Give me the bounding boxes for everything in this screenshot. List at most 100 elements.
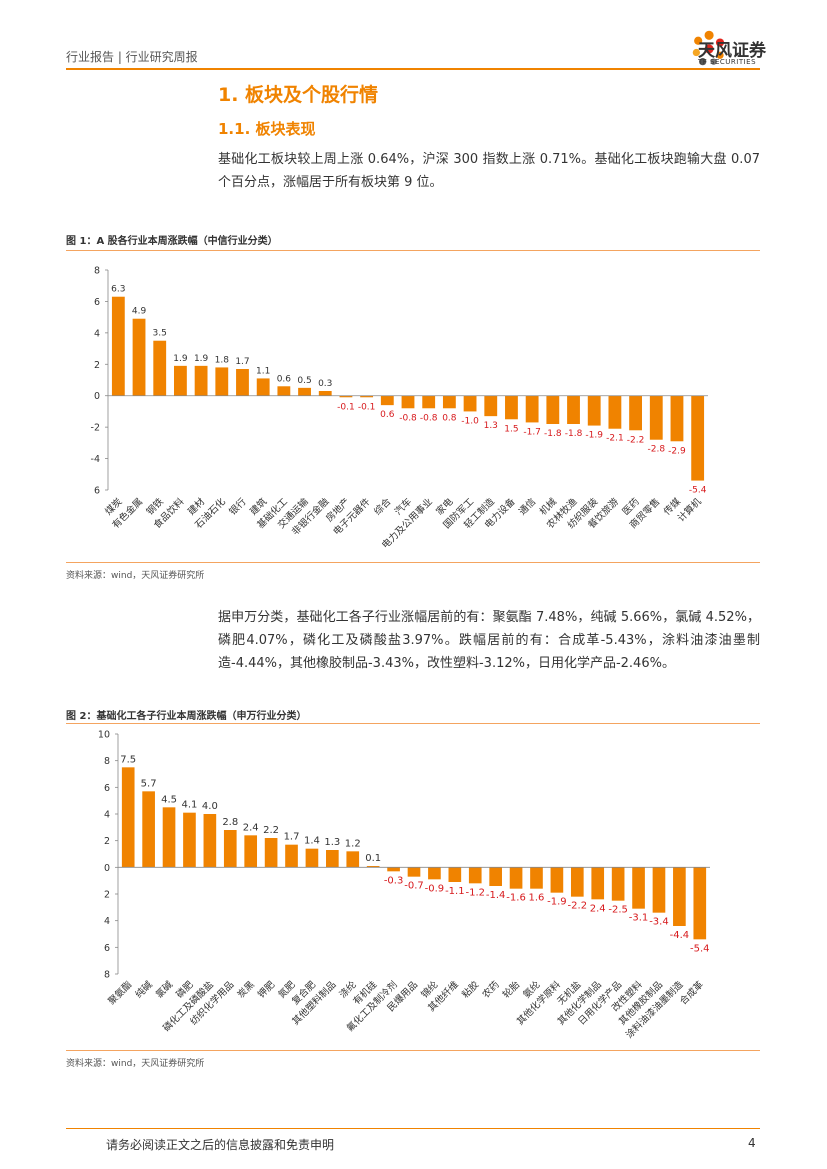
bar (142, 791, 155, 868)
bar (652, 867, 666, 913)
bar (546, 395, 560, 424)
data-label: 1.7 (284, 832, 300, 843)
header-divider (66, 68, 760, 70)
data-label: 2.2 (263, 825, 279, 836)
bar (256, 378, 270, 396)
data-label: 0.3 (318, 379, 332, 389)
y-tick-label: 4 (104, 810, 110, 821)
y-tick-label: 8 (104, 756, 110, 767)
bar (277, 386, 291, 396)
y-tick-label: 6 (104, 783, 110, 794)
data-label: -0.1 (337, 402, 355, 412)
data-label: -2.2 (568, 901, 588, 912)
data-label: 1.8 (215, 355, 230, 365)
bar (693, 867, 707, 940)
bar (489, 867, 502, 886)
bar (484, 395, 498, 417)
y-tick-label: 8 (104, 970, 110, 981)
data-label: -1.2 (465, 887, 485, 898)
bar (203, 814, 217, 868)
bar (132, 318, 146, 396)
y-tick-label: 6 (94, 486, 100, 497)
bar (380, 395, 394, 406)
data-label: 0.5 (297, 376, 311, 386)
figure2-source: 资料来源：wind，天风证券研究所 (66, 1059, 205, 1069)
data-label: 3.5 (153, 329, 167, 339)
data-label: -1.4 (486, 890, 506, 901)
bar (587, 395, 601, 426)
bar (360, 395, 374, 398)
bar (442, 395, 456, 409)
bar (407, 867, 421, 877)
data-label: 1.6 (529, 893, 545, 904)
bar (194, 365, 208, 396)
data-label: -2.1 (606, 434, 624, 444)
data-label: 4.5 (161, 794, 177, 805)
data-label: -1.1 (445, 886, 465, 897)
data-label: -1.9 (585, 431, 603, 441)
bar (422, 395, 436, 409)
category-label: 炭黑 (236, 979, 258, 1001)
data-label: -1.7 (523, 427, 541, 437)
bar (611, 867, 625, 901)
y-tick-label: 4 (104, 916, 110, 927)
report-category: 行业报告 | 行业研究周报 (66, 50, 198, 64)
y-tick-label: 6 (94, 297, 100, 308)
data-label: 4.1 (181, 800, 197, 811)
bar (670, 395, 684, 442)
category-label: 农药 (480, 979, 502, 1001)
bar (223, 830, 237, 868)
bar (525, 395, 539, 423)
disclaimer-notice: 请务必阅读正文之后的信息披露和免责申明 (106, 1138, 335, 1152)
bar (339, 395, 353, 398)
bar (468, 867, 482, 884)
data-label: 0.8 (442, 413, 457, 423)
data-label: 7.5 (120, 754, 136, 765)
data-label: 1.2 (345, 838, 361, 849)
category-label: 轮胎 (500, 978, 522, 1000)
data-label: 0.1 (365, 853, 381, 864)
figure2-top-rule (66, 723, 760, 724)
bar (215, 367, 229, 396)
data-label: 4.9 (132, 307, 147, 317)
data-label: 6.3 (111, 285, 125, 295)
data-label: -3.4 (649, 917, 669, 928)
figure1-top-rule (66, 250, 760, 251)
bar (244, 835, 258, 868)
bar (401, 395, 415, 409)
bar (463, 395, 477, 412)
figure1-source: 资料来源：wind，天风证券研究所 (66, 571, 205, 581)
data-label: -0.8 (420, 413, 438, 423)
data-label: 1.5 (504, 424, 518, 434)
data-label: 1.9 (173, 354, 188, 364)
bar (153, 340, 167, 396)
bar (387, 867, 400, 872)
figure1-title: 图 1：A 股各行业本周涨跌幅（中信行业分类） (66, 236, 278, 247)
y-tick-label: 10 (98, 730, 110, 741)
y-tick-label: -2 (91, 423, 100, 434)
bar (673, 867, 686, 926)
category-label: 纯碱 (133, 978, 155, 1000)
bar (509, 867, 523, 889)
figure2-bottom-rule (66, 1050, 760, 1051)
category-label: 合成革 (677, 978, 706, 1007)
data-label: 1.1 (256, 366, 270, 376)
data-label: 1.7 (235, 357, 249, 367)
y-tick-label: 6 (104, 943, 110, 954)
data-label: 0.6 (380, 410, 395, 420)
bar (326, 850, 339, 868)
y-tick-label: -4 (91, 454, 100, 465)
bar (505, 395, 518, 420)
data-label: -1.8 (565, 429, 583, 439)
data-label: 2.8 (222, 817, 238, 828)
y-tick-label: 0 (94, 391, 100, 402)
data-label: -1.6 (506, 893, 526, 904)
bar (591, 867, 605, 900)
figure1-bottom-rule (66, 562, 760, 563)
figure2-title: 图 2：基础化工各子行业本周涨跌幅（申万行业分类） (66, 711, 307, 722)
y-tick-label: 2 (104, 836, 110, 847)
bar (632, 867, 645, 909)
data-label: -2.8 (647, 445, 665, 455)
